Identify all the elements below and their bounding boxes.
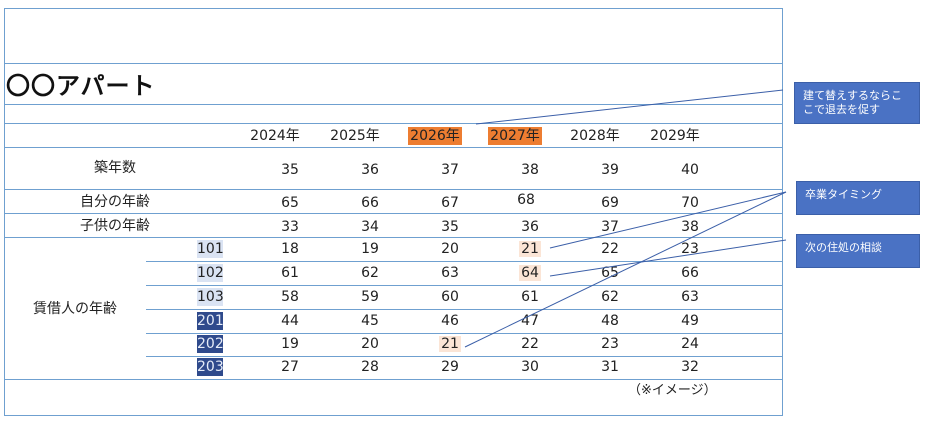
table-cell: 36 (361, 162, 379, 178)
table-cell-highlighted: 21 (439, 336, 461, 352)
grid-line (4, 213, 783, 214)
table-cell: 37 (601, 219, 619, 235)
grid-line (4, 104, 783, 105)
table-cell: 61 (281, 265, 299, 281)
callout-graduation: 卒業タイミング (796, 181, 920, 215)
table-cell: 67 (441, 195, 459, 211)
table-cell: 60 (441, 289, 459, 305)
year-header: 2025年 (330, 128, 380, 144)
table-cell: 45 (361, 313, 379, 329)
table-cell: 61 (521, 289, 539, 305)
table-cell: 38 (681, 219, 699, 235)
table-cell: 36 (521, 219, 539, 235)
table-cell: 68 (517, 192, 535, 208)
table-cell: 27 (281, 359, 299, 375)
table-cell: 33 (281, 219, 299, 235)
grid-line (4, 147, 783, 148)
room-number: 102 (197, 264, 224, 282)
table-cell: 65 (281, 195, 299, 211)
connector-line (475, 89, 784, 125)
table-cell: 28 (361, 359, 379, 375)
table-cell: 47 (521, 313, 539, 329)
room-number: 103 (197, 288, 224, 306)
table-cell: 22 (601, 241, 619, 257)
table-cell: 44 (281, 313, 299, 329)
image-note: （※イメージ） (628, 383, 717, 398)
row-label-own-age: 自分の年齢 (80, 194, 150, 210)
callout-consult: 次の住処の相談 (796, 234, 920, 268)
sheet-frame (4, 8, 783, 416)
table-cell: 66 (361, 195, 379, 211)
year-header-highlighted: 2027年 (488, 127, 542, 145)
grid-line (146, 285, 783, 286)
table-cell: 69 (601, 195, 619, 211)
table-cell: 48 (601, 313, 619, 329)
room-number: 201 (197, 312, 224, 330)
table-cell: 20 (361, 336, 379, 352)
table-cell: 29 (441, 359, 459, 375)
room-number: 202 (197, 335, 224, 353)
connector-line (549, 191, 787, 249)
table-cell: 18 (281, 241, 299, 257)
table-cell: 20 (441, 241, 459, 257)
table-cell: 30 (521, 359, 539, 375)
year-header: 2024年 (250, 128, 300, 144)
table-cell: 35 (281, 162, 299, 178)
year-header: 2029年 (650, 128, 700, 144)
table-cell: 31 (601, 359, 619, 375)
grid-line (146, 309, 783, 310)
table-cell: 40 (681, 162, 699, 178)
row-label-tenant-age: 賃借人の年齢 (33, 301, 117, 317)
table-cell: 22 (521, 336, 539, 352)
table-cell: 63 (681, 289, 699, 305)
table-cell: 49 (681, 313, 699, 329)
grid-line (4, 379, 783, 380)
year-header-highlighted: 2026年 (408, 127, 462, 145)
table-cell: 34 (361, 219, 379, 235)
table-cell: 23 (601, 336, 619, 352)
table-cell: 19 (281, 336, 299, 352)
row-label-child-age: 子供の年齢 (80, 218, 150, 234)
grid-line (146, 333, 783, 334)
grid-line (4, 123, 783, 124)
table-cell: 35 (441, 219, 459, 235)
grid-line (146, 356, 783, 357)
connector-line (464, 191, 787, 348)
table-cell-highlighted: 21 (519, 241, 541, 257)
table-cell: 46 (441, 313, 459, 329)
grid-line (4, 237, 783, 238)
table-cell: 63 (441, 265, 459, 281)
table-cell: 58 (281, 289, 299, 305)
grid-line (4, 189, 783, 190)
table-cell: 39 (601, 162, 619, 178)
year-header: 2028年 (570, 128, 620, 144)
table-cell: 24 (681, 336, 699, 352)
table-cell: 66 (681, 265, 699, 281)
table-cell: 65 (601, 265, 619, 281)
room-number: 101 (197, 240, 224, 258)
table-cell-highlighted: 64 (519, 265, 541, 281)
table-cell: 23 (681, 241, 699, 257)
table-cell: 70 (681, 195, 699, 211)
table-cell: 19 (361, 241, 379, 257)
row-label-building-age: 築年数 (94, 160, 136, 176)
grid-line (146, 261, 783, 262)
room-number: 203 (197, 358, 224, 376)
table-cell: 62 (601, 289, 619, 305)
sheet-title: 〇〇アパート (6, 72, 156, 100)
table-cell: 37 (441, 162, 459, 178)
grid-line (4, 63, 783, 64)
table-cell: 32 (681, 359, 699, 375)
table-cell: 38 (521, 162, 539, 178)
callout-rebuild: 建て替えするならここで退去を促す (794, 82, 920, 124)
connector-line (549, 239, 787, 277)
table-cell: 59 (361, 289, 379, 305)
table-cell: 62 (361, 265, 379, 281)
